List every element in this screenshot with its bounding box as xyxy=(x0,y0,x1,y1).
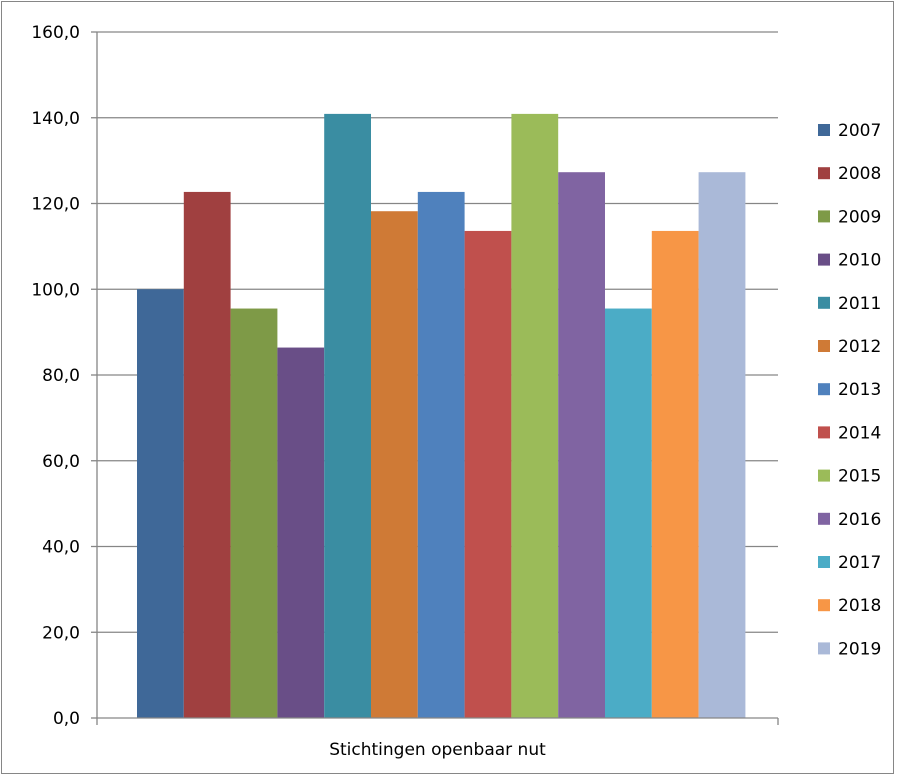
legend-label-2008: 2008 xyxy=(838,164,881,184)
bar-2013 xyxy=(417,191,465,718)
bar-2017 xyxy=(605,308,652,718)
bars xyxy=(137,113,746,719)
legend-label-2011: 2011 xyxy=(838,294,881,314)
bar-2016 xyxy=(558,172,605,719)
legend-swatch-2017 xyxy=(818,556,830,568)
legend-label-2019: 2019 xyxy=(838,639,881,659)
bar-2010 xyxy=(277,347,325,718)
legend-swatch-2010 xyxy=(818,253,830,266)
y-tick-label: 80,0 xyxy=(42,366,80,386)
y-tick-label: 160,0 xyxy=(31,23,80,43)
y-tick-label: 120,0 xyxy=(31,195,80,215)
y-tick-label: 20,0 xyxy=(42,623,80,643)
bar-2018 xyxy=(651,230,699,718)
legend-swatch-2011 xyxy=(818,296,830,309)
y-tick-label: 40,0 xyxy=(42,538,80,558)
y-tick-label: 140,0 xyxy=(31,109,80,129)
legend-label-2013: 2013 xyxy=(838,380,881,400)
y-tick-label: 0,0 xyxy=(53,709,80,729)
legend-label-2016: 2016 xyxy=(838,510,881,530)
bar-2015 xyxy=(511,113,559,719)
legend-label-2012: 2012 xyxy=(838,337,881,357)
legend-label-2015: 2015 xyxy=(838,467,881,487)
legend-swatch-2014 xyxy=(818,426,830,439)
legend-swatch-2009 xyxy=(818,210,830,223)
legend-swatch-2013 xyxy=(818,383,830,396)
y-tick-label: 60,0 xyxy=(42,452,80,472)
bar-2009 xyxy=(230,308,278,718)
axes xyxy=(91,31,779,725)
legend: 2007 2008 2009 2010 2011 2012 2013 2014 2015 2016… xyxy=(818,121,881,659)
legend-label-2014: 2014 xyxy=(838,423,881,443)
legend-swatch-2018 xyxy=(818,599,830,612)
x-axis-category-labels: Stichtingen openbaar nut xyxy=(329,740,546,760)
legend-label-2010: 2010 xyxy=(838,251,881,271)
y-axis-tick-labels: 0,0 20,0 40,0 60,0 80,0 100,0 120,0 140,0 160,0 xyxy=(31,23,80,729)
legend-swatch-2012 xyxy=(818,340,830,352)
bar-2011 xyxy=(324,113,371,719)
legend-swatch-2008 xyxy=(818,167,830,180)
bar-2012 xyxy=(371,211,418,718)
legend-swatch-2016 xyxy=(818,512,830,525)
legend-swatch-2019 xyxy=(818,642,830,655)
legend-label-2007: 2007 xyxy=(838,121,881,141)
bar-2007 xyxy=(137,289,184,718)
legend-swatch-2007 xyxy=(818,124,830,136)
legend-label-2017: 2017 xyxy=(838,553,881,573)
bar-2014 xyxy=(464,230,512,718)
legend-swatch-2015 xyxy=(818,469,830,482)
bar-2008 xyxy=(183,191,231,718)
legend-label-2009: 2009 xyxy=(838,207,881,227)
bar-2019 xyxy=(698,172,746,719)
category-label: Stichtingen openbaar nut xyxy=(329,740,546,760)
legend-label-2018: 2018 xyxy=(838,596,881,616)
y-tick-label: 100,0 xyxy=(31,280,80,300)
